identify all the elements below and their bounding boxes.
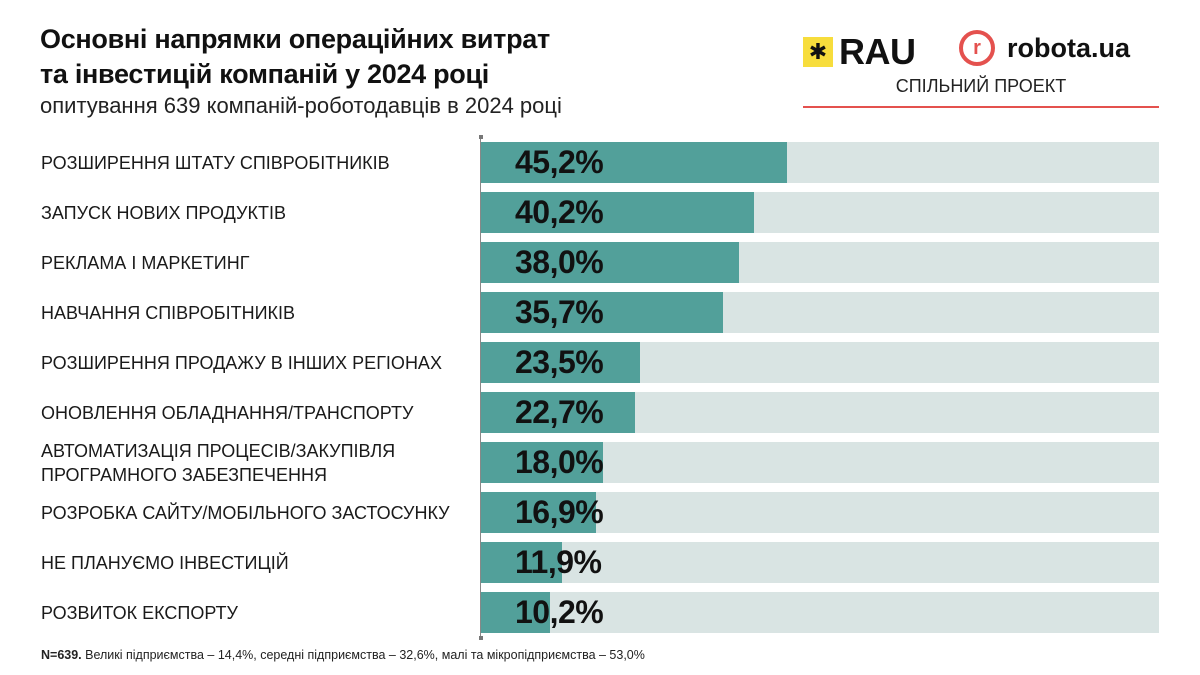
bar [481,592,551,633]
bar-track: 38,0% [481,242,1159,283]
chart-subtitle: опитування 639 компаній-роботодавців в 2… [40,93,562,118]
category-label-line: НАВЧАННЯ СПІВРОБІТНИКІВ [41,302,295,323]
data-label: 11,9% [515,544,602,580]
category-label: НАВЧАННЯ СПІВРОБІТНИКІВ [41,301,295,325]
rau-logo-text: RAU [839,31,916,72]
category-label-line: НЕ ПЛАНУЄМО ІНВЕСТИЦІЙ [41,552,289,573]
data-label: 35,7% [515,294,604,330]
category-label-line: ПРОГРАМНОГО ЗАБЕЗПЕЧЕННЯ [41,464,327,485]
robota-logo: r robota.ua [959,30,1130,66]
category-label-line: АВТОМАТИЗАЦІЯ ПРОЦЕСІВ/ЗАКУПІВЛЯ [41,440,396,461]
category-label-line: ЗАПУСК НОВИХ ПРОДУКТІВ [41,202,286,223]
bar-track: 22,7% [481,392,1159,433]
bar [481,192,754,233]
category-label: НЕ ПЛАНУЄМО ІНВЕСТИЦІЙ [41,551,289,575]
bar-track: 23,5% [481,342,1159,383]
bar [481,392,635,433]
category-label-line: РОЗВИТОК ЕКСПОРТУ [41,602,238,623]
bar [481,142,788,183]
category-label: РОЗРОБКА САЙТУ/МОБІЛЬНОГО ЗАСТОСУНКУ [41,501,450,525]
axis-top-marker [478,135,483,139]
data-label: 22,7% [515,394,604,430]
category-label-line: РОЗШИРЕННЯ ШТАТУ СПІВРОБІТНИКІВ [41,152,390,173]
category-label-line: РОЗШИРЕННЯ ПРОДАЖУ В ІНШИХ РЕГІОНАХ [41,352,442,373]
bar [481,242,739,283]
data-label: 16,9% [515,494,604,530]
y-axis-line [480,137,481,637]
chart-title: Основні напрямки операційних витрат та і… [40,22,550,92]
rau-logo: ✱ RAU [803,31,916,73]
category-label-line: РОЗРОБКА САЙТУ/МОБІЛЬНОГО ЗАСТОСУНКУ [41,502,450,523]
data-label: 18,0% [515,444,604,480]
title-line-2: та інвестицій компаній у 2024 році [40,59,489,89]
category-label: АВТОМАТИЗАЦІЯ ПРОЦЕСІВ/ЗАКУПІВЛЯ ПРОГРАМН… [41,439,395,487]
bar [481,492,596,533]
bar-track: 35,7% [481,292,1159,333]
title-line-1: Основні напрямки операційних витрат [40,24,550,54]
bar [481,442,604,483]
category-label: РЕКЛАМА І МАРКЕТИНГ [41,251,250,275]
bar-track: 11,9% [481,542,1159,583]
footnote: N=639. Великі підприємства – 14,4%, сере… [41,648,645,662]
logo-divider [803,106,1159,108]
axis-bottom-marker [478,636,483,640]
category-label-line: ОНОВЛЕННЯ ОБЛАДНАННЯ/ТРАНСПОРТУ [41,402,414,423]
rau-star-icon: ✱ [803,37,833,67]
category-label: ЗАПУСК НОВИХ ПРОДУКТІВ [41,201,286,225]
footnote-sample-size: N=639. [41,648,82,662]
robota-logo-text: robota.ua [1007,32,1131,63]
category-label: РОЗВИТОК ЕКСПОРТУ [41,601,238,625]
bar [481,292,724,333]
data-label: 10,2% [515,594,604,630]
data-label: 40,2% [515,194,604,230]
category-label: РОЗШИРЕННЯ ПРОДАЖУ В ІНШИХ РЕГІОНАХ [41,351,442,375]
bar-track: 45,2% [481,142,1159,183]
data-label: 23,5% [515,344,604,380]
bar [481,342,641,383]
bar-track: 16,9% [481,492,1159,533]
footnote-text: Великі підприємства – 14,4%, середні під… [81,648,645,662]
bar [481,542,562,583]
bar-track: 40,2% [481,192,1159,233]
partner-logos: ✱ RAU r robota.ua СПІЛЬНИЙ ПРОЕКТ [803,28,1159,112]
bar-track: 18,0% [481,442,1159,483]
data-label: 38,0% [515,244,604,280]
joint-project-label: СПІЛЬНИЙ ПРОЕКТ [895,76,1067,96]
category-label: ОНОВЛЕННЯ ОБЛАДНАННЯ/ТРАНСПОРТУ [41,401,413,425]
category-label: РОЗШИРЕННЯ ШТАТУ СПІВРОБІТНИКІВ [41,151,390,175]
bar-track: 10,2% [481,592,1159,633]
category-label-line: РЕКЛАМА І МАРКЕТИНГ [41,252,250,273]
robota-r-icon: r [959,30,995,66]
data-label: 45,2% [515,144,604,180]
